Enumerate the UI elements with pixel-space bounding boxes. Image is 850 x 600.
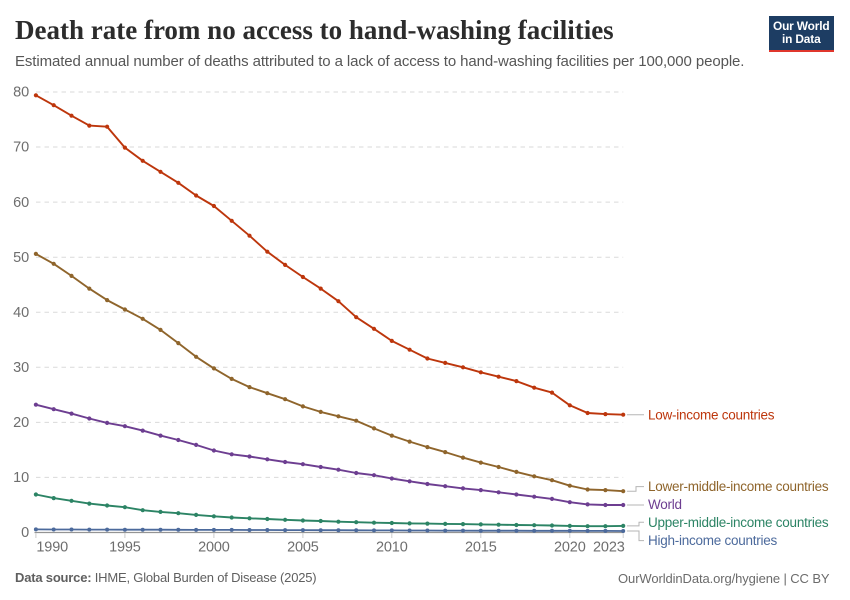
svg-text:2005: 2005 [287,539,319,555]
svg-text:2010: 2010 [376,539,408,555]
svg-text:World: World [648,497,682,512]
svg-text:20: 20 [13,415,29,431]
svg-text:High-income countries: High-income countries [648,533,778,548]
svg-text:2020: 2020 [554,539,586,555]
svg-text:2000: 2000 [198,539,230,555]
svg-text:Lower-middle-income countries: Lower-middle-income countries [648,479,829,494]
svg-text:2015: 2015 [465,539,497,555]
svg-text:2023: 2023 [593,539,625,555]
svg-text:10: 10 [13,470,29,486]
svg-text:60: 60 [13,195,29,211]
svg-text:0: 0 [21,525,29,541]
svg-text:40: 40 [13,305,29,321]
svg-text:80: 80 [13,85,29,101]
svg-text:70: 70 [13,140,29,156]
svg-text:Upper-middle-income countries: Upper-middle-income countries [648,515,829,530]
svg-text:50: 50 [13,250,29,266]
svg-text:30: 30 [13,360,29,376]
svg-text:1990: 1990 [36,539,68,555]
svg-text:Low-income countries: Low-income countries [648,408,775,423]
svg-text:1995: 1995 [109,539,141,555]
